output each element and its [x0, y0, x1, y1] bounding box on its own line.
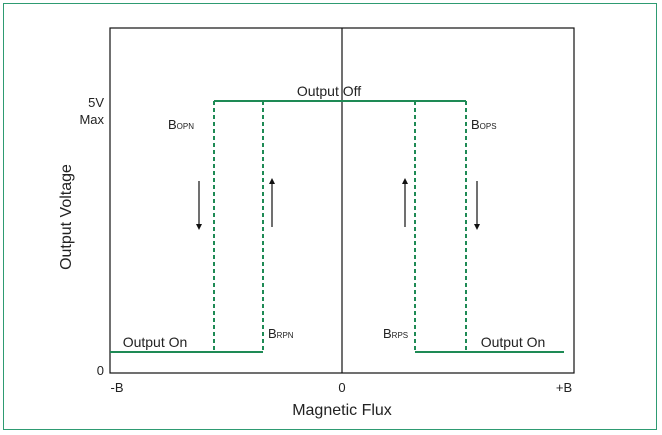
hysteresis-diagram: 5V Max 0 -B 0 +B Magnetic Flux Output Vo… [58, 27, 575, 419]
x-tick-zero: 0 [338, 380, 345, 395]
x-tick-neg-b: -B [111, 380, 124, 395]
y-axis-title: Output Voltage [58, 164, 75, 270]
b-opn-label: BOPN [168, 117, 194, 132]
b-rpn-label: BRPN [268, 326, 294, 341]
hysteresis-figure: 5V Max 0 -B 0 +B Magnetic Flux Output Vo… [3, 3, 657, 430]
output-on-right-label: Output On [481, 334, 546, 350]
b-rps-label: BRPS [383, 326, 408, 341]
x-tick-pos-b: +B [556, 380, 572, 395]
b-ops-label: BOPS [471, 117, 497, 132]
y-tick-zero: 0 [97, 363, 104, 378]
y-tick-5v: 5V [88, 95, 104, 110]
x-axis-title: Magnetic Flux [292, 402, 392, 419]
y-tick-max: Max [79, 112, 104, 127]
output-off-label: Output Off [297, 83, 361, 99]
output-on-left-label: Output On [123, 334, 188, 350]
